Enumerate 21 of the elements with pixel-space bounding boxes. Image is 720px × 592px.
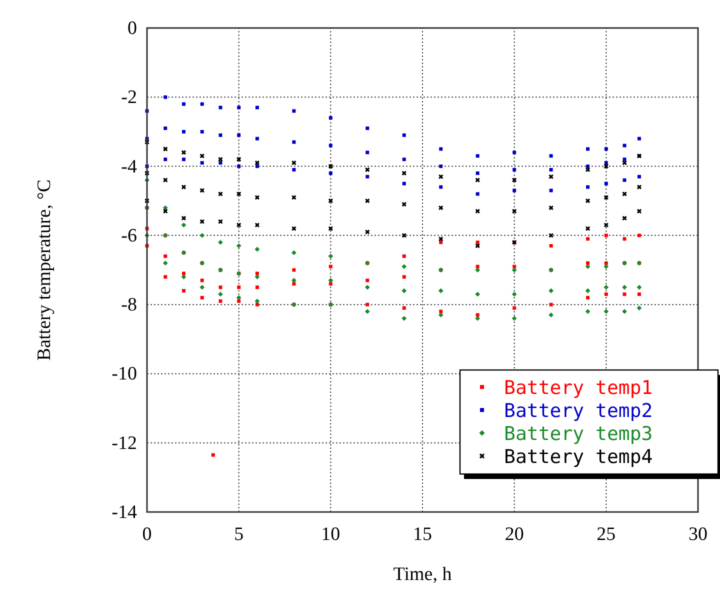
x-axis-title: Time, h (393, 564, 452, 585)
legend-label: Battery temp2 (504, 400, 653, 422)
y-tick-label: 0 (128, 18, 137, 39)
x-tick-label: 5 (234, 524, 244, 545)
y-tick-label: -8 (121, 294, 137, 316)
y-tick-label: -12 (112, 432, 137, 454)
x-tick-label: 30 (688, 524, 708, 545)
y-tick-label: -2 (121, 87, 137, 108)
x-tick-label: 20 (504, 524, 524, 545)
legend-label: Battery temp3 (504, 423, 653, 445)
y-axis-title: Battery temperature, °C (34, 179, 55, 361)
legend-label: Battery temp1 (504, 377, 653, 399)
x-tick-label: 15 (413, 524, 432, 545)
x-tick-label: 10 (321, 524, 340, 545)
y-tick-label: -14 (112, 502, 138, 523)
y-tick-label: -4 (121, 156, 138, 178)
y-tick-label: -6 (121, 225, 137, 246)
legend-label: Battery temp4 (504, 446, 653, 468)
x-tick-label: 0 (142, 524, 152, 545)
y-tick-label: -10 (112, 364, 137, 385)
x-tick-label: 25 (596, 524, 616, 545)
